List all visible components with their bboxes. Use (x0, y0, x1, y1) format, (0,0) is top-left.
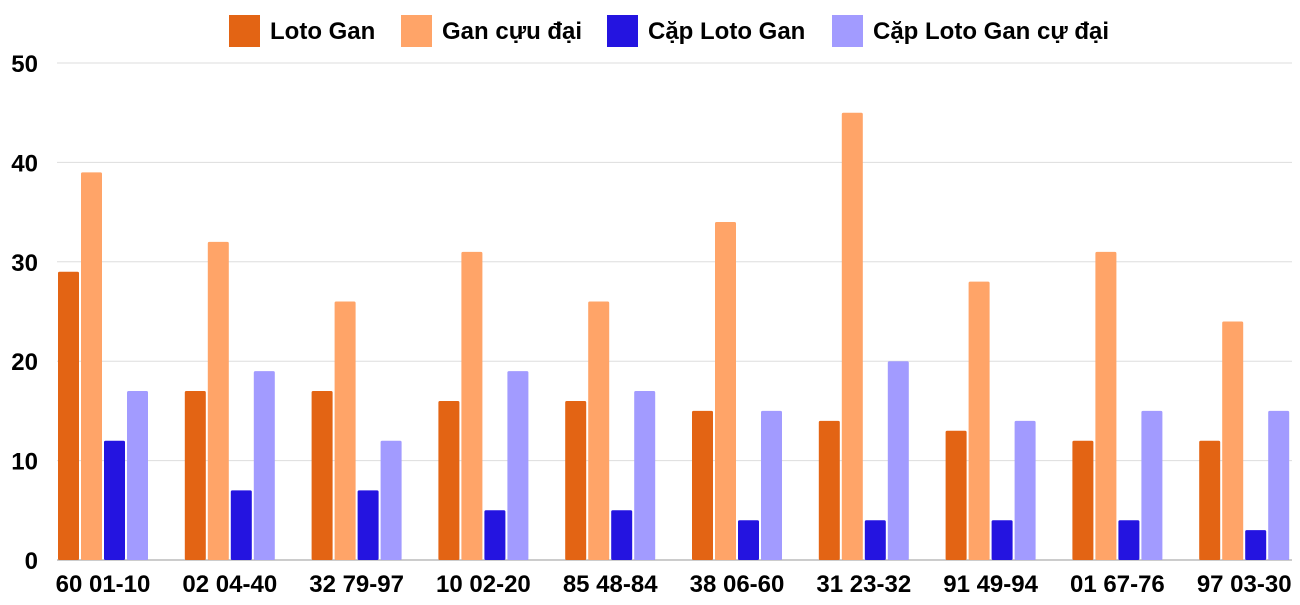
bar-0-1 (184, 391, 206, 560)
bar-1-8 (1095, 251, 1117, 561)
legend-swatch (832, 15, 863, 47)
bar-3-7 (1014, 420, 1036, 560)
legend-label: Cặp Loto Gan (648, 18, 805, 45)
bar-2-5 (738, 520, 759, 560)
x-tick-label: 10 02-20 (436, 571, 531, 598)
bar-0-0 (58, 271, 79, 560)
bar-3-1 (253, 371, 275, 560)
bar-0-7 (945, 430, 967, 560)
legend-label: Loto Gan (270, 18, 375, 45)
bar-2-9 (1245, 530, 1267, 560)
bar-2-3 (484, 510, 506, 560)
bar-3-6 (887, 361, 909, 560)
bar-3-2 (380, 440, 402, 560)
bar-1-5 (715, 222, 736, 561)
x-tick-label: 60 01-10 (56, 571, 151, 598)
bar-0-4 (565, 400, 587, 560)
x-tick-label: 31 23-32 (816, 571, 911, 598)
bar-0-8 (1072, 440, 1094, 560)
bar-2-0 (104, 440, 125, 560)
bar-0-5 (692, 410, 713, 560)
grid: 0 10 20 30 40 50 (11, 51, 1292, 575)
bar-2-7 (991, 520, 1013, 560)
bar-3-8 (1141, 410, 1163, 560)
legend-label: Cặp Loto Gan cự đại (873, 18, 1109, 45)
bars (58, 112, 1290, 561)
bar-1-6 (841, 112, 863, 560)
bar-1-1 (207, 241, 229, 561)
x-tick-label: 32 79-97 (309, 571, 404, 598)
bar-2-4 (611, 510, 633, 560)
bar-2-8 (1118, 520, 1140, 560)
bar-1-0 (81, 172, 102, 560)
legend-item[interactable]: Loto Gan (229, 15, 375, 47)
legend-item[interactable]: Gan cựu đại (401, 15, 582, 47)
bar-1-9 (1222, 321, 1244, 560)
bar-3-4 (634, 391, 656, 560)
legend-swatch (401, 15, 432, 47)
y-tick-label: 0 (25, 548, 38, 575)
y-tick-label: 50 (11, 51, 38, 78)
bar-0-2 (311, 391, 333, 560)
bar-2-1 (230, 490, 252, 560)
legend: Loto Gan Gan cựu đại Cặp Loto Gan Cặp Loto … (229, 15, 1109, 47)
bar-0-9 (1199, 440, 1221, 560)
x-tick-label: 02 04-40 (182, 571, 277, 598)
x-axis-labels: 60 01-10 02 04-40 32 79-97 10 02-20 85 48-84… (56, 571, 1292, 598)
x-tick-label: 38 06-60 (690, 571, 785, 598)
bar-3-0 (127, 391, 148, 560)
x-tick-label: 01 67-76 (1070, 571, 1165, 598)
bar-3-5 (761, 410, 782, 560)
x-tick-label: 91 49-94 (943, 571, 1038, 598)
y-tick-label: 10 (11, 449, 38, 476)
y-tick-label: 20 (11, 349, 38, 376)
x-tick-label: 97 03-30 (1197, 571, 1292, 598)
bar-3-3 (507, 371, 529, 560)
bar-1-4 (588, 301, 610, 560)
bar-1-7 (968, 281, 990, 560)
legend-item[interactable]: Cặp Loto Gan (607, 15, 805, 47)
bar-1-3 (461, 251, 483, 561)
bar-2-2 (357, 490, 379, 560)
legend-label: Gan cựu đại (442, 18, 582, 45)
y-tick-label: 40 (11, 150, 38, 177)
x-tick-label: 85 48-84 (563, 571, 658, 598)
bar-3-9 (1268, 410, 1290, 560)
bar-2-6 (864, 520, 886, 560)
bar-0-3 (438, 400, 460, 560)
y-tick-label: 30 (11, 250, 38, 277)
bar-1-2 (334, 301, 356, 560)
legend-swatch (607, 15, 638, 47)
bar-0-6 (818, 420, 840, 560)
legend-swatch (229, 15, 260, 47)
legend-item[interactable]: Cặp Loto Gan cự đại (832, 15, 1109, 47)
